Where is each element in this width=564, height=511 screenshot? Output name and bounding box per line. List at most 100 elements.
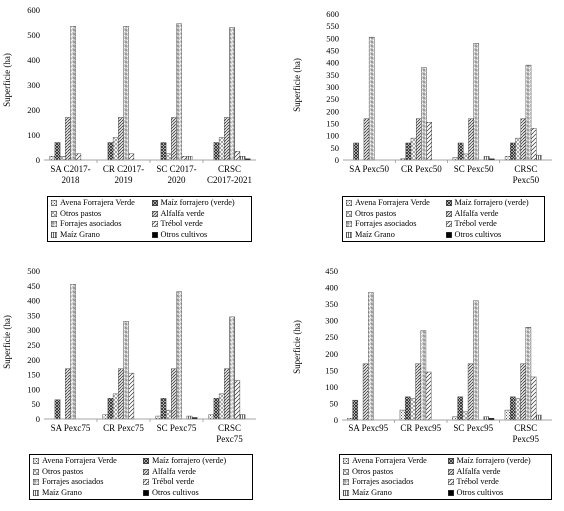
x-tick-label: CRSC — [218, 164, 241, 174]
bar — [239, 156, 246, 161]
bar — [473, 43, 480, 161]
legend-item: Otros cultivos — [151, 230, 249, 241]
y-axis-label: Superficie (ha) — [1, 53, 12, 107]
bar — [165, 409, 172, 420]
legend-swatch — [445, 221, 452, 228]
x-tick-label: SA Pexc75 — [51, 423, 91, 433]
y-axis-label: Superficie (ha) — [291, 320, 302, 374]
bar — [176, 291, 182, 420]
bar — [112, 137, 119, 161]
legend-item: Avena Forrajera Verde — [51, 198, 148, 209]
bar — [59, 156, 66, 161]
x-tick-label: SA Pexc95 — [348, 423, 388, 433]
legend-swatch — [33, 458, 39, 465]
legend-swatch — [447, 489, 454, 496]
y-tick-label: 100 — [326, 131, 339, 141]
legend-swatch — [33, 489, 39, 496]
bar — [457, 396, 464, 421]
bar — [457, 142, 464, 161]
legend-swatch — [151, 231, 158, 238]
bar — [176, 23, 182, 161]
bar — [410, 398, 416, 421]
bar-chart-1: 0 100 200 300 400 500 600 SA C2017-2018 CR C2017… — [27, 5, 256, 185]
legend-label: Alfalfa verde — [454, 208, 499, 218]
bar — [171, 117, 177, 161]
legend-item: Maíz forrajero (verde) — [151, 198, 249, 209]
legend-1: Avena Forrajera Verde Maíz forrajero (ver… — [47, 196, 252, 242]
bar — [504, 409, 511, 421]
legend-label: Alfalfa verde — [152, 466, 196, 476]
bar — [426, 122, 432, 161]
x-tick-label: 2018 — [62, 175, 81, 185]
legend-label: Maíz forrajero (verde) — [160, 198, 235, 208]
legend-2: Avena Forrajera Verde Maíz forrajero (ver… — [342, 196, 545, 242]
legend-label: Avena Forrajera Verde — [42, 456, 117, 466]
x-tick-label: SC Pexc95 — [453, 423, 493, 433]
y-tick-label: 300 — [27, 80, 40, 90]
x-tick-label: CR Pexc50 — [401, 164, 442, 174]
legend-item: Alfalfa verde — [143, 467, 249, 478]
chart-panel-2: Superficie (ha) 0 50 100 150 200 250 300 350 400… — [290, 0, 555, 190]
y-tick-label: 250 — [326, 94, 339, 104]
y-tick-label: 250 — [325, 332, 338, 342]
legend-3: Avena Forrajera Verde Maíz forrajero (ver… — [29, 454, 253, 500]
y-tick-label: 550 — [326, 21, 339, 31]
bar — [160, 398, 167, 420]
legend-item: Otros pastos — [51, 209, 148, 220]
legend-item: Forrajes asociados — [51, 219, 148, 230]
legend-item: Trébol verde — [143, 477, 249, 488]
legend-swatch — [346, 231, 352, 238]
legend-swatch — [143, 479, 149, 486]
legend-swatch — [51, 231, 57, 238]
legend-item: Alfalfa verde — [447, 467, 549, 478]
legend-swatch — [51, 200, 57, 207]
y-tick-label: 300 — [325, 316, 338, 326]
x-tick-label: CR Pexc75 — [103, 423, 144, 433]
bar — [181, 156, 188, 161]
bar — [107, 398, 114, 420]
bar — [208, 414, 215, 420]
legend-label: Maíz Grano — [42, 487, 82, 497]
x-tick-label: Pexc50 — [513, 175, 540, 185]
y-tick-label: 400 — [27, 296, 40, 306]
legend-item: Avena Forrajera Verde — [346, 198, 442, 209]
legend-label: Otros pastos — [355, 208, 397, 218]
legend-swatch — [346, 210, 352, 217]
y-tick-label: 150 — [326, 119, 339, 129]
legend-item: Trébol verde — [447, 477, 549, 488]
y-tick-label: 0 — [335, 155, 339, 165]
y-tick-label: 400 — [27, 55, 40, 65]
bar — [65, 368, 71, 420]
bar — [536, 154, 542, 161]
legend-swatch — [447, 479, 454, 486]
bar — [165, 153, 172, 161]
legend-item: Trébol verde — [151, 219, 249, 230]
y-tick-label: 600 — [27, 5, 40, 15]
bar — [112, 393, 119, 420]
y-tick-label: 50 — [330, 398, 339, 408]
bar — [415, 118, 422, 161]
bar — [128, 372, 135, 420]
bar — [213, 142, 220, 161]
bar — [65, 117, 71, 161]
y-tick-label: 100 — [27, 384, 40, 394]
bar-chart-2: 0 50 100 150 200 250 300 350 400 450 500 550 600 SA P… — [326, 9, 552, 185]
x-tick-label: CRSC — [218, 423, 241, 433]
legend-label: Trébol verde — [456, 477, 499, 487]
legend-label: Maíz Grano — [352, 487, 392, 497]
legend-swatch — [151, 200, 158, 207]
legend-item: Alfalfa verde — [151, 208, 249, 220]
bar — [186, 156, 193, 161]
x-tick-label: SA C2017- — [50, 164, 90, 174]
bar — [510, 142, 516, 161]
bar — [515, 137, 521, 161]
legend-label: Otros pastos — [42, 466, 84, 476]
legend-item: Maíz forrajero (verde) — [445, 198, 542, 209]
x-tick-label: CRSC — [514, 423, 537, 433]
y-tick-label: 200 — [27, 355, 40, 365]
bar — [410, 137, 417, 161]
legend-item: Otros cultivos — [445, 230, 542, 241]
legend-label: Alfalfa verde — [160, 208, 205, 218]
y-tick-label: 100 — [325, 382, 338, 392]
y-axis-label: Superficie (ha) — [1, 315, 12, 369]
